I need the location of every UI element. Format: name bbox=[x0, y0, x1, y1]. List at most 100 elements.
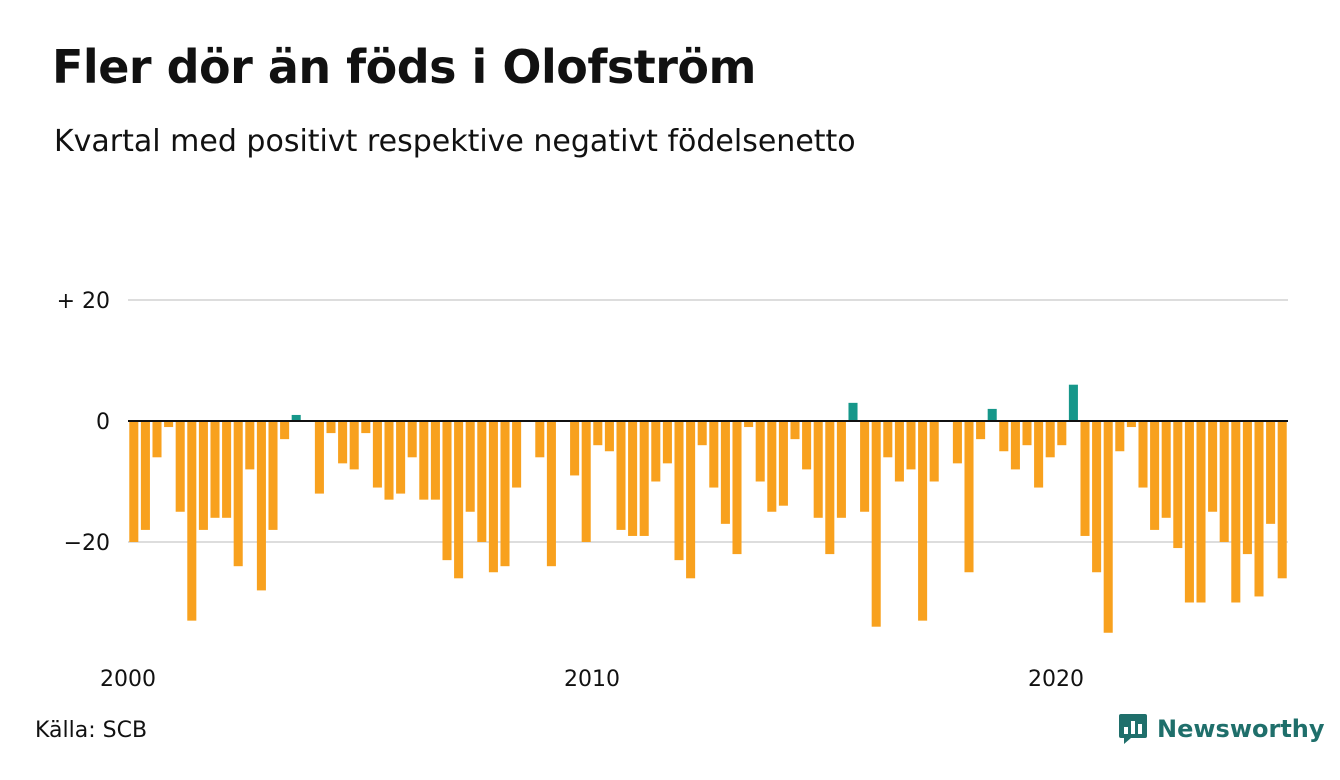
bar-negative bbox=[1092, 421, 1102, 573]
bar-negative bbox=[1010, 421, 1020, 470]
bar-negative bbox=[268, 421, 278, 530]
bar-negative bbox=[604, 421, 614, 452]
bar-negative bbox=[767, 421, 777, 512]
bar-negative bbox=[280, 421, 290, 440]
bar-negative bbox=[1103, 421, 1113, 633]
bar-negative bbox=[512, 421, 522, 488]
bar-negative bbox=[140, 421, 150, 530]
bar-negative bbox=[964, 421, 974, 573]
bar-negative bbox=[628, 421, 638, 536]
bars bbox=[129, 384, 1287, 633]
x-tick-label: 2000 bbox=[100, 667, 156, 692]
bar-negative bbox=[222, 421, 232, 518]
x-tick-label: 2020 bbox=[1028, 667, 1084, 692]
bar-negative bbox=[697, 421, 707, 446]
bar-negative bbox=[651, 421, 661, 482]
bar-negative bbox=[952, 421, 962, 464]
brand[interactable]: Newsworthy bbox=[1118, 712, 1325, 746]
bar-negative bbox=[778, 421, 788, 506]
bar-negative bbox=[1184, 421, 1194, 603]
bar-negative bbox=[1045, 421, 1055, 458]
bar-negative bbox=[1219, 421, 1229, 542]
bar-negative bbox=[245, 421, 255, 470]
bar-negative bbox=[1277, 421, 1287, 579]
bar-negative bbox=[326, 421, 336, 434]
bar-negative bbox=[674, 421, 684, 561]
bar-negative bbox=[686, 421, 696, 579]
bar-negative bbox=[802, 421, 812, 470]
bar-negative bbox=[198, 421, 208, 530]
bar-negative bbox=[836, 421, 846, 518]
bar-negative bbox=[1266, 421, 1276, 524]
brand-name: Newsworthy bbox=[1157, 715, 1325, 743]
bar-negative bbox=[175, 421, 185, 512]
bar-negative bbox=[407, 421, 417, 458]
bar-negative bbox=[1254, 421, 1264, 597]
bar-negative bbox=[755, 421, 765, 482]
bar-negative bbox=[825, 421, 835, 555]
bar-negative bbox=[999, 421, 1009, 452]
bar-negative bbox=[1126, 421, 1136, 428]
bar-negative bbox=[1022, 421, 1032, 446]
bar-negative bbox=[442, 421, 452, 561]
bar-negative bbox=[1034, 421, 1044, 488]
bar-negative bbox=[164, 421, 174, 428]
bar-negative bbox=[906, 421, 916, 470]
bar-negative bbox=[1150, 421, 1160, 530]
bar-negative bbox=[1161, 421, 1171, 518]
bar-negative bbox=[744, 421, 754, 428]
chart-subtitle: Kvartal med positivt respektive negativt… bbox=[54, 124, 856, 159]
bar-negative bbox=[1115, 421, 1125, 452]
y-tick-label: + 20 bbox=[57, 289, 110, 314]
bar-negative bbox=[1231, 421, 1241, 603]
bar-negative bbox=[256, 421, 266, 591]
bar-negative bbox=[639, 421, 649, 536]
bar-negative bbox=[1138, 421, 1148, 488]
newsworthy-logo-icon bbox=[1119, 714, 1147, 744]
bar-negative bbox=[152, 421, 162, 458]
bar-negative bbox=[1196, 421, 1206, 603]
y-tick-label: 0 bbox=[96, 410, 110, 435]
bar-negative bbox=[129, 421, 139, 542]
bar-negative bbox=[976, 421, 986, 440]
bar-negative bbox=[1080, 421, 1090, 536]
bar-negative bbox=[790, 421, 800, 440]
bar-negative bbox=[662, 421, 672, 464]
bar-negative bbox=[1173, 421, 1183, 549]
bar-negative bbox=[419, 421, 429, 500]
bar-negative bbox=[1208, 421, 1218, 512]
bar-negative bbox=[372, 421, 382, 488]
bar-negative bbox=[860, 421, 870, 512]
bar-positive bbox=[848, 402, 858, 421]
bar-negative bbox=[709, 421, 719, 488]
bar-negative bbox=[187, 421, 197, 621]
bar-negative bbox=[1242, 421, 1252, 555]
bar-negative bbox=[210, 421, 220, 518]
bar-negative bbox=[929, 421, 939, 482]
bar-negative bbox=[535, 421, 545, 458]
bar-negative bbox=[871, 421, 881, 627]
bar-negative bbox=[546, 421, 556, 567]
source-note: Källa: SCB bbox=[35, 718, 148, 743]
bar-negative bbox=[430, 421, 440, 500]
bar-negative bbox=[1057, 421, 1067, 446]
bar-negative bbox=[349, 421, 359, 470]
bar-negative bbox=[883, 421, 893, 458]
bar-negative bbox=[616, 421, 626, 530]
bar-negative bbox=[361, 421, 371, 434]
bar-negative bbox=[384, 421, 394, 500]
x-tick-label: 2010 bbox=[564, 667, 620, 692]
bar-negative bbox=[454, 421, 464, 579]
y-tick-label: −20 bbox=[64, 531, 110, 556]
bar-negative bbox=[570, 421, 580, 476]
bar-positive bbox=[987, 408, 997, 421]
bar-negative bbox=[894, 421, 904, 482]
bar-negative bbox=[732, 421, 742, 555]
bar-positive bbox=[291, 414, 301, 421]
chart-title: Fler dör än föds i Olofström bbox=[52, 40, 756, 94]
bar-negative bbox=[593, 421, 603, 446]
axes: + 20 0 −20 2000 2010 2020 bbox=[57, 289, 1288, 692]
bar-negative bbox=[233, 421, 243, 567]
bar-negative bbox=[488, 421, 498, 573]
